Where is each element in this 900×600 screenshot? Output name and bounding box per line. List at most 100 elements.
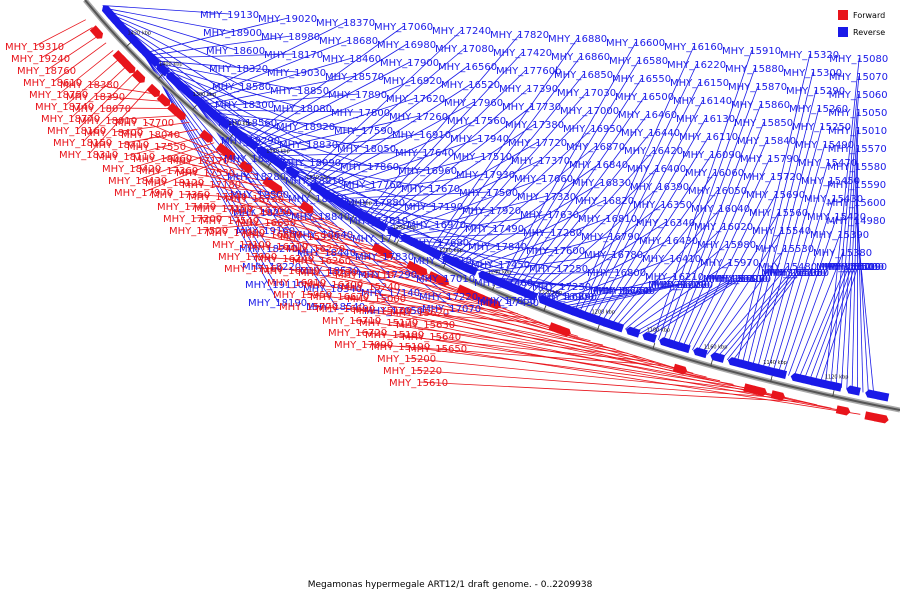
gene-label[interactable]: MHY_17940 xyxy=(450,134,509,145)
gene-labels[interactable]: MHY_19130MHY_18900MHY_18600MHY_18320MHY_… xyxy=(5,10,888,389)
gene-label[interactable]: MHY_17980 xyxy=(206,228,265,239)
gene-label[interactable]: MHY_16520 xyxy=(441,80,500,91)
gene-label[interactable]: MHY_16780 xyxy=(584,250,643,261)
gene-label[interactable]: MHY_16790 xyxy=(581,232,640,243)
gene-label[interactable]: MHY_17600 xyxy=(526,246,585,257)
gene-label[interactable]: MHY_16560 xyxy=(438,62,497,73)
gene-label[interactable]: MHY_17660 xyxy=(514,174,573,185)
gene-label[interactable]: MHY_17620 xyxy=(386,94,445,105)
gene-label[interactable]: MHY_16090 xyxy=(682,150,741,161)
gene-label[interactable]: MHY_18420 xyxy=(102,164,161,175)
gene-label[interactable]: MHY_16410 xyxy=(642,254,701,265)
gene-label[interactable]: MHY_15360 xyxy=(767,268,826,279)
gene-label[interactable]: MHY_16720 xyxy=(328,328,387,339)
gene-label[interactable]: MHY_17490 xyxy=(465,224,524,235)
gene-label[interactable]: MHY_17510 xyxy=(453,152,512,163)
gene-label[interactable]: MHY_16190 xyxy=(651,280,710,291)
gene-label[interactable]: MHY_16240 xyxy=(255,254,314,265)
gene-label[interactable]: MHY_15110 xyxy=(822,262,881,273)
gene-label[interactable]: MHY_15570 xyxy=(828,144,887,155)
gene-label[interactable]: MHY_17840 xyxy=(468,242,527,253)
gene-label[interactable]: MHY_17700 xyxy=(115,118,174,129)
gene-label[interactable]: MHY_17920 xyxy=(462,206,521,217)
gene-label[interactable]: MHY_18300 xyxy=(215,100,274,111)
gene-label[interactable]: MHY_17420 xyxy=(493,48,552,59)
gene-label[interactable]: MHY_15220 xyxy=(383,366,442,377)
gene-label[interactable]: MHY_18540 xyxy=(306,302,365,313)
gene-label[interactable]: MHY_16860 xyxy=(551,52,610,63)
gene-label[interactable]: MHY_16970 xyxy=(407,220,466,231)
gene-label[interactable]: MHY_17190 xyxy=(404,202,463,213)
gene-label[interactable]: MHY_17960 xyxy=(444,98,503,109)
gene-label[interactable]: MHY_18160 xyxy=(47,126,106,137)
gene-label[interactable]: MHY_17290 xyxy=(358,270,417,281)
gene-label[interactable]: MHY_17390 xyxy=(499,84,558,95)
gene-label[interactable]: MHY_17520 xyxy=(169,226,228,237)
gene-label[interactable]: MHY_18380 xyxy=(60,80,119,91)
gene-label[interactable]: MHY_15380 xyxy=(813,248,872,259)
gene-label[interactable]: MHY_16130 xyxy=(676,114,735,125)
gene-label[interactable]: MHY_15120 xyxy=(819,262,878,273)
gene-label[interactable]: MHY_15950 xyxy=(273,290,332,301)
gene-label[interactable]: MHY_18580 xyxy=(212,82,271,93)
gene-label[interactable]: MHY_19110 xyxy=(245,280,304,291)
gene-label[interactable]: MHY_16600 xyxy=(606,38,665,49)
gene-label[interactable]: MHY_18370 xyxy=(316,18,375,29)
gene-label[interactable]: MHY_18910 xyxy=(285,176,344,187)
gene-label[interactable]: MHY_19020 xyxy=(258,14,317,25)
gene-label[interactable]: MHY_18920 xyxy=(276,122,335,133)
gene-label[interactable]: MHY_17280 xyxy=(523,228,582,239)
gene-label[interactable]: MHY_17990 xyxy=(218,252,277,263)
gene-label[interactable]: MHY_18320 xyxy=(209,64,268,75)
gene-label[interactable]: MHY_15420 xyxy=(807,212,866,223)
gene-label[interactable]: MHY_17250 xyxy=(529,264,588,275)
gene-label[interactable]: MHY_17890 xyxy=(328,90,387,101)
gene-label[interactable]: MHY_16310 xyxy=(249,242,308,253)
gene-label[interactable]: MHY_15910 xyxy=(722,46,781,57)
gene-label[interactable]: MHY_18510 xyxy=(288,194,347,205)
gene-label[interactable]: MHY_16700 xyxy=(231,206,290,217)
gene-label[interactable]: MHY_19240 xyxy=(11,54,70,65)
gene-label[interactable]: MHY_17110 xyxy=(335,270,394,281)
gene-label[interactable]: MHY_16280 xyxy=(298,268,357,279)
gene-label[interactable]: MHY_18640 xyxy=(294,230,353,241)
gene-label[interactable]: MHY_18290 xyxy=(221,136,280,147)
gene-label[interactable]: MHY_17030 xyxy=(557,88,616,99)
gene-label[interactable]: MHY_15980 xyxy=(697,240,756,251)
gene-label[interactable]: MHY_18250 xyxy=(233,208,292,219)
gene-label[interactable]: MHY_16110 xyxy=(679,132,738,143)
gene-label[interactable]: MHY_16400 xyxy=(627,164,686,175)
gene-label[interactable]: MHY_15480 xyxy=(758,262,817,273)
gene-label[interactable]: MHY_16260 xyxy=(292,256,351,267)
gene-label[interactable]: MHY_16300 xyxy=(304,280,363,291)
gene-label[interactable]: MHY_17170 xyxy=(170,156,229,167)
gene-label[interactable]: MHY_17100 xyxy=(212,240,271,251)
gene-label[interactable]: MHY_18240 xyxy=(239,244,298,255)
gene-label[interactable]: MHY_15090 xyxy=(828,262,887,273)
gene-label[interactable]: MHY_17240 xyxy=(432,26,491,37)
gene-label[interactable]: MHY_17560 xyxy=(447,116,506,127)
gene-label[interactable]: MHY_16910 xyxy=(392,130,451,141)
gene-label[interactable]: MHY_15540 xyxy=(752,226,811,237)
gene-label[interactable]: MHY_18610 xyxy=(23,78,82,89)
gene-label[interactable]: MHY_16230 xyxy=(261,266,320,277)
gene-label[interactable]: MHY_17800 xyxy=(331,108,390,119)
gene-label[interactable]: MHY_16340 xyxy=(636,218,695,229)
gene-label[interactable]: MHY_16870 xyxy=(566,142,625,153)
gene-label[interactable]: MHY_18680 xyxy=(319,36,378,47)
gene-label[interactable]: MHY_15010 xyxy=(828,126,887,137)
gene-label[interactable]: MHY_15590 xyxy=(827,180,886,191)
gene-label[interactable]: MHY_16750 xyxy=(593,286,652,297)
gene-label[interactable]: MHY_16950 xyxy=(563,124,622,135)
gene-label[interactable]: MHY_16180 xyxy=(654,280,713,291)
gene-label[interactable]: MHY_18110 xyxy=(96,152,155,163)
gene-label[interactable]: MHY_18550 xyxy=(224,154,283,165)
gene-label[interactable]: MHY_18150 xyxy=(53,138,112,149)
gene-label[interactable]: MHY_17350 xyxy=(151,190,210,201)
gene-label[interactable]: MHY_17670 xyxy=(401,184,460,195)
gene-label[interactable]: MHY_16730 xyxy=(225,194,284,205)
gene-label[interactable]: MHY_18850 xyxy=(270,86,329,97)
gene-label[interactable]: MHY_15920 xyxy=(706,274,765,285)
gene-label[interactable]: MHY_16580 xyxy=(609,56,668,67)
gene-label[interactable]: MHY_18010 xyxy=(78,116,137,127)
